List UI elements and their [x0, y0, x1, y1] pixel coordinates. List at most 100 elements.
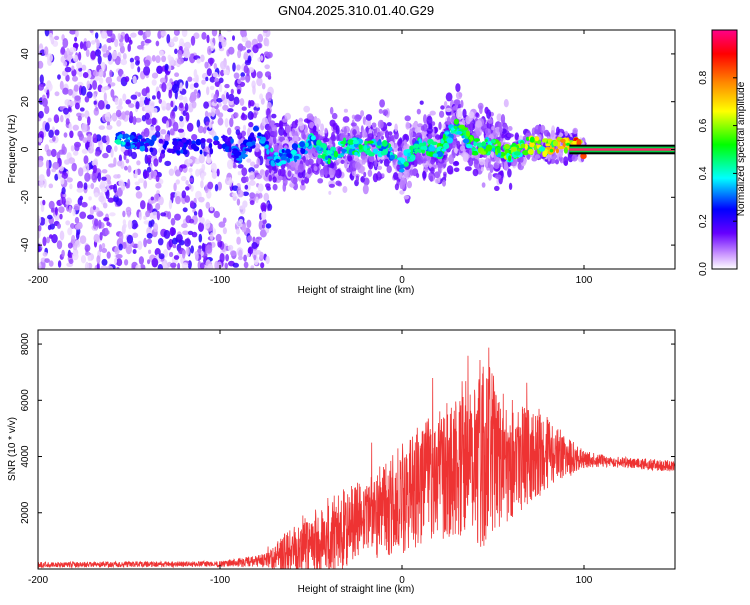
spectrogram-noise-blob	[186, 122, 194, 132]
spectrogram-noise-blob	[224, 83, 230, 89]
spectrogram-spread-blob	[336, 134, 340, 142]
spectrogram-spread-blob	[480, 166, 484, 172]
spectrogram-spread-blob	[350, 122, 357, 127]
spectrogram-ridge-blob	[364, 140, 368, 146]
spectrogram-noise-blob	[201, 32, 207, 40]
spectrogram-spread-blob	[409, 169, 415, 176]
spectrogram-ridge-blob	[415, 140, 419, 144]
spectrogram-ridge-blob	[545, 143, 551, 147]
spectrogram-noise-blob	[78, 167, 84, 177]
spectrogram-spread-blob	[297, 171, 304, 179]
spectrogram-noise-blob	[226, 30, 232, 33]
spectrogram-noise-blob	[150, 196, 154, 201]
spectrogram-noise-blob	[74, 102, 80, 110]
spectrogram-noise-blob	[241, 36, 248, 43]
spectrogram-spread-blob	[377, 165, 383, 170]
spectrogram-ridge-blob	[286, 157, 291, 163]
spectrogram-noise-blob	[67, 88, 73, 96]
spectrogram-noise-blob	[144, 39, 152, 44]
spectrogram-noise-blob	[79, 107, 85, 112]
spectrogram-spread-blob	[279, 120, 284, 130]
snr-xtick-label: -200	[28, 575, 48, 586]
spectrogram-spread-blob	[368, 161, 374, 170]
spectrogram-noise-blob	[253, 164, 259, 169]
spectrogram-noise-blob	[213, 93, 218, 104]
snr-ylabel: SNR (10 * v/v)	[7, 417, 18, 481]
spectrogram-noise-blob	[96, 255, 101, 264]
spectrogram-ridge-blob	[399, 168, 405, 173]
spectrogram-noise-blob	[151, 55, 156, 62]
spectrogram-noise-blob	[256, 71, 263, 79]
spectrogram-noise-blob	[232, 35, 235, 41]
spectrogram-noise-blob	[38, 225, 42, 232]
spectrogram-noise-blob	[124, 110, 130, 116]
spectrogram-ridge-blob	[209, 148, 214, 155]
spectrogram-noise-blob	[205, 157, 212, 164]
spectrogram-noise-blob	[245, 40, 252, 49]
spectrogram-noise-blob	[218, 83, 223, 93]
spectrogram-noise-blob	[146, 238, 152, 244]
spectrogram-noise-blob	[187, 158, 193, 164]
spectrogram-spread-blob	[558, 148, 564, 158]
spectrogram-spread-blob	[354, 114, 362, 122]
spectrogram-noise-blob	[220, 60, 227, 70]
spectrogram-noise-blob	[156, 90, 161, 100]
spectrogram-noise-blob	[175, 195, 181, 205]
spectrogram-noise-blob	[213, 210, 220, 219]
spectrogram-noise-blob	[118, 154, 122, 163]
spectrogram-noise-blob	[129, 57, 134, 63]
spectrogram-noise-blob	[101, 31, 108, 39]
spectrogram-ridge-blob	[125, 141, 131, 147]
spectrogram-noise-blob	[171, 83, 179, 94]
spectrogram-spread-blob	[354, 161, 361, 170]
spectrogram-noise-blob	[97, 55, 102, 65]
snr-ytick-label: 6000	[20, 389, 31, 412]
spectrogram-noise-blob	[102, 53, 109, 58]
spectrogram-noise-blob	[264, 71, 272, 78]
spectrogram-noise-blob	[176, 57, 184, 65]
spectrogram-noise-blob	[99, 144, 104, 151]
spectrogram-noise-blob	[74, 216, 80, 224]
spectrogram-ridge-blob	[278, 162, 282, 167]
spectrogram-spread-blob	[555, 159, 559, 165]
snr-frame	[37, 329, 676, 570]
spectrogram-spread-blob	[431, 121, 436, 126]
spectrogram-noise-blob	[167, 211, 172, 220]
spectrogram-ridge-blob	[132, 138, 139, 143]
spectrogram-spread-blob	[292, 135, 299, 143]
spectrogram-spread-blob	[346, 167, 353, 173]
spectrogram-noise-blob	[110, 148, 114, 158]
spectrogram-noise-blob	[46, 89, 50, 99]
spectrogram-spread-blob	[265, 183, 271, 189]
spectrogram-noise-blob	[97, 100, 105, 110]
spectrogram-ridge-blob	[476, 142, 483, 147]
spectrogram-noise-blob	[124, 165, 128, 171]
spectrogram-spread-blob	[322, 137, 330, 143]
spectrogram-ridge-blob	[217, 143, 223, 150]
spectrogram-spread-blob	[556, 126, 560, 136]
spectrogram-noise-blob	[247, 127, 251, 138]
spectrogram-spread-blob	[378, 108, 383, 114]
spectrogram-spread-blob	[550, 130, 555, 138]
spectrogram-ridge-blob	[148, 140, 155, 147]
spectrogram-ridge-blob	[270, 147, 274, 153]
spectrogram-noise-blob	[82, 137, 88, 144]
spectrogram-spread-blob	[355, 175, 359, 183]
spectrogram-spread-blob	[398, 170, 402, 180]
spectrogram-noise-blob	[85, 49, 90, 58]
spectrogram-spread-blob	[285, 125, 292, 134]
spectrogram-ridge-blob	[149, 147, 154, 153]
spectrogram-spread-blob	[301, 179, 305, 186]
spectrogram-noise-blob	[42, 236, 47, 247]
spectrogram-noise-blob	[144, 112, 150, 120]
spectrogram-noise-blob	[156, 65, 164, 75]
spectrogram-spread-blob	[540, 124, 546, 134]
spectrogram-spread-blob	[484, 106, 489, 114]
spectrogram-noise-blob	[127, 219, 133, 230]
spectrogram-noise-blob	[198, 153, 205, 164]
spectrogram-noise-blob	[44, 258, 50, 263]
spectrogram-noise-blob	[132, 75, 137, 84]
spectrogram-noise-blob	[254, 143, 260, 153]
spectrogram-noise-blob	[47, 214, 53, 220]
spectrogram-noise-blob	[38, 262, 42, 269]
